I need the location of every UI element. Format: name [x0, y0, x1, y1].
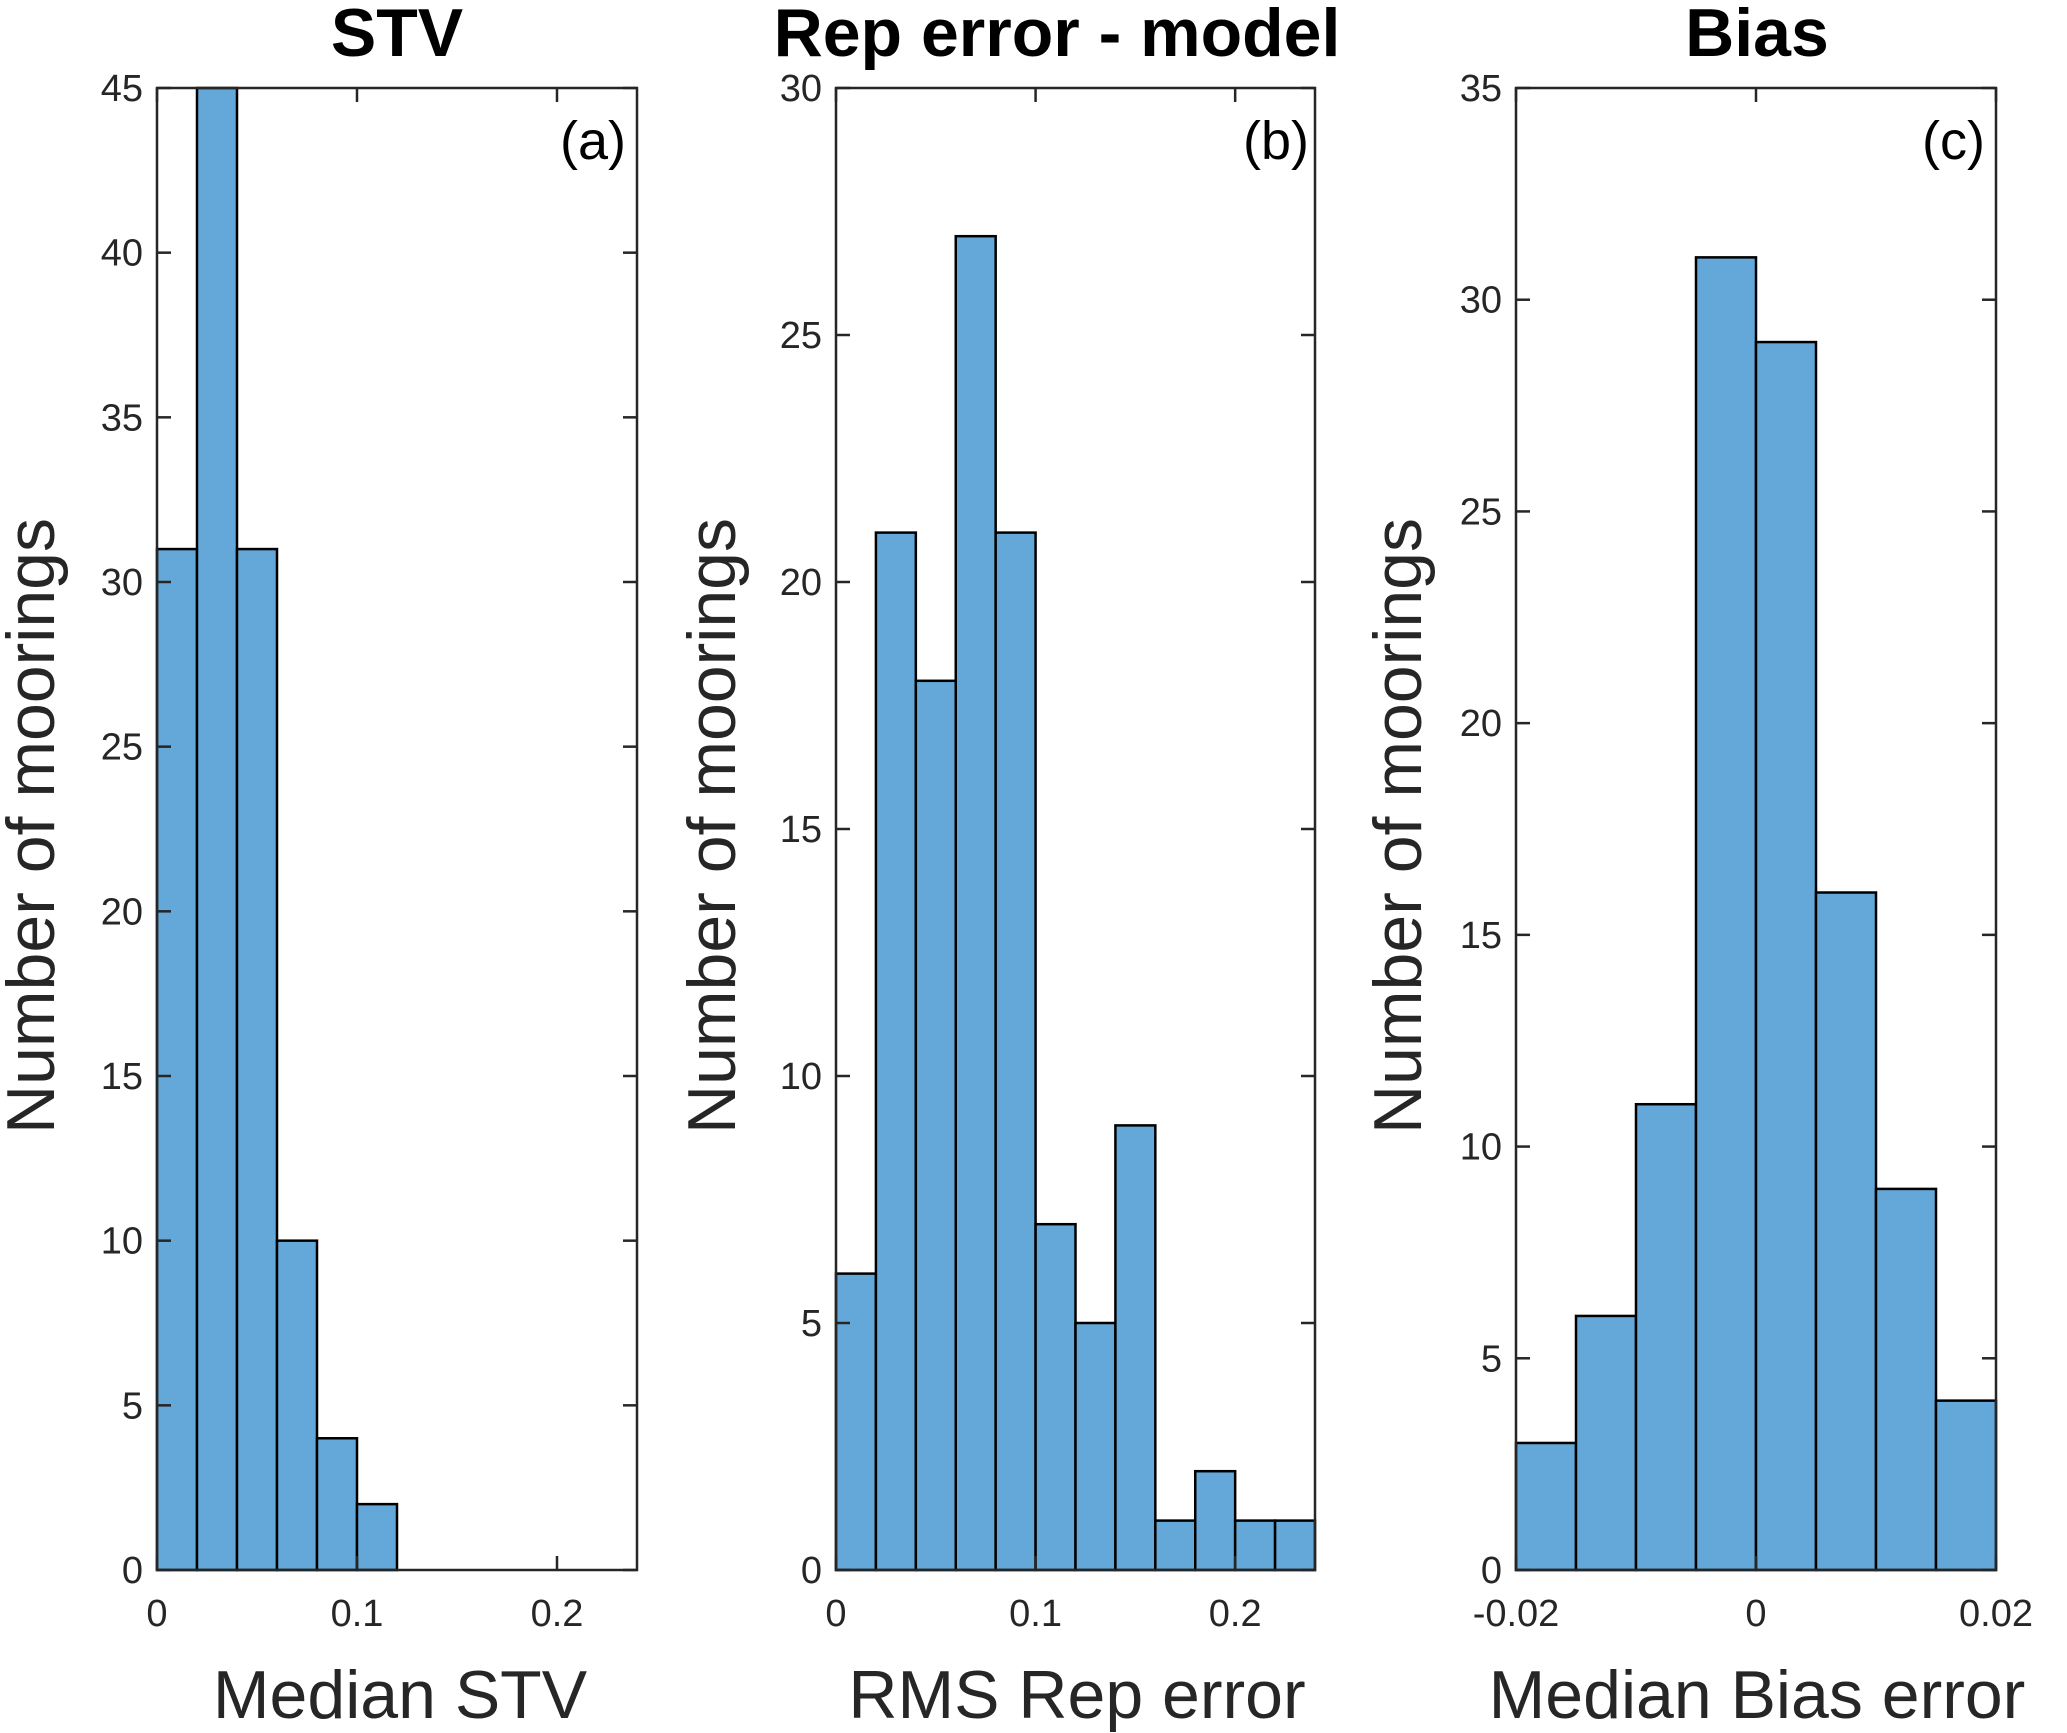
panel-a-ticks: 0 5 10 15 20 25 30 35 40 45 0 0.1 0.2: [101, 68, 637, 1635]
panel-b-bar-10: [1233, 1519, 1277, 1572]
panel-b-bar-4: [994, 531, 1037, 1572]
panel-c-bars: [1514, 256, 1998, 1572]
panel-a-bar-5: [355, 1502, 399, 1572]
panel-c-axes-box: [1514, 86, 1998, 1572]
panel-c-bar-6: [1874, 1187, 1938, 1572]
panel-a-axes-box: [155, 86, 639, 1572]
panel-b-xlabel: RMS Rep error: [848, 1657, 1305, 1733]
panel-b-ytick-label-6: 30: [780, 68, 822, 110]
panel-a-ytick-label-8: 40: [101, 233, 143, 275]
panel-c-xlabel: Median Bias error: [1489, 1657, 2026, 1733]
panel-b-bar-9: [1194, 1469, 1237, 1572]
panel-a-ytick-label-3: 15: [101, 1056, 143, 1098]
panel-b: Rep error - model Number of moorings RMS…: [674, 0, 1340, 1733]
panel-a-bar-0: [155, 547, 199, 1572]
panel-c-ylabel: Number of moorings: [1360, 518, 1436, 1134]
panel-c-bar-7: [1934, 1399, 1998, 1572]
panel-b-ytick-label-1: 5: [801, 1303, 822, 1345]
panel-c: Bias Number of moorings Median Bias erro…: [1360, 0, 2033, 1733]
panel-b-ytick-label-0: 0: [801, 1550, 822, 1592]
panel-c-ytick-label-5: 25: [1460, 491, 1502, 533]
panel-c-bar-4: [1754, 340, 1818, 1572]
panel-a-ytick-label-1: 5: [122, 1385, 143, 1427]
panel-b-bar-0: [834, 1272, 878, 1572]
panel-c-ytick-label-1: 5: [1481, 1338, 1502, 1380]
panel-c-ytick-label-0: 0: [1481, 1550, 1502, 1592]
panel-b-bar-2: [914, 679, 957, 1572]
panel-b-bar-3: [954, 234, 997, 1572]
panel-c-ytick-label-3: 15: [1460, 915, 1502, 957]
panel-b-xtick-label-0: 0: [825, 1593, 846, 1635]
panel-a-bar-3: [275, 1239, 319, 1572]
panel-b-label: (b): [1243, 111, 1309, 171]
panel-a-bar-1: [195, 86, 239, 1572]
panel-a-ytick-label-2: 10: [101, 1221, 143, 1263]
panel-a-ylabel: Number of moorings: [0, 518, 69, 1134]
panel-c-ytick-label-4: 20: [1460, 703, 1502, 745]
panel-a: STV Number of moorings Median STV (a) 0 5…: [0, 0, 639, 1733]
panel-c-xtick-label-2: 0.02: [1959, 1593, 2033, 1635]
panel-b-bar-8: [1154, 1519, 1197, 1572]
panel-b-bar-6: [1074, 1321, 1117, 1572]
panel-a-ytick-label-7: 35: [101, 397, 143, 439]
panel-a-ytick-label-5: 25: [101, 727, 143, 769]
panel-b-ytick-label-2: 10: [780, 1056, 822, 1098]
panel-b-bar-7: [1114, 1124, 1157, 1572]
panel-a-title: STV: [331, 0, 463, 71]
panel-b-bar-5: [1034, 1222, 1077, 1572]
panel-b-xtick-label-1: 0.1: [1009, 1593, 1062, 1635]
panel-b-ylabel: Number of moorings: [674, 518, 750, 1134]
panel-b-bar-11: [1273, 1519, 1317, 1572]
panel-c-ytick-label-6: 30: [1460, 280, 1502, 322]
panel-a-ytick-label-4: 20: [101, 891, 143, 933]
panel-c-title: Bias: [1685, 0, 1829, 71]
panel-b-axes-box: [834, 86, 1317, 1572]
panel-a-ytick-label-0: 0: [122, 1550, 143, 1592]
panel-c-xtick-label-1: 0: [1745, 1593, 1766, 1635]
panel-a-xlabel: Median STV: [213, 1657, 588, 1733]
panel-b-ytick-label-4: 20: [780, 562, 822, 604]
panel-c-bar-1: [1574, 1314, 1638, 1572]
panel-b-ytick-label-3: 15: [780, 809, 822, 851]
panel-a-xtick-label-1: 0.1: [331, 1593, 384, 1635]
panel-c-bar-3: [1694, 256, 1758, 1572]
panel-c-bar-0: [1514, 1441, 1578, 1572]
panel-a-bar-2: [235, 547, 279, 1572]
panel-a-label: (a): [560, 111, 626, 171]
panel-a-xtick-label-2: 0.2: [531, 1593, 584, 1635]
panel-b-ytick-label-5: 25: [780, 315, 822, 357]
panel-a-ytick-label-6: 30: [101, 562, 143, 604]
panel-c-ytick-label-2: 10: [1460, 1127, 1502, 1169]
panel-a-ytick-label-9: 45: [101, 68, 143, 110]
panel-b-title: Rep error - model: [774, 0, 1341, 71]
panel-c-bar-2: [1634, 1102, 1698, 1572]
panel-a-xtick-label-0: 0: [146, 1593, 167, 1635]
panel-c-bar-5: [1814, 891, 1878, 1572]
panel-b-bar-1: [874, 531, 918, 1572]
panel-b-bars: [834, 234, 1317, 1572]
panel-c-ytick-label-7: 35: [1460, 68, 1502, 110]
panel-a-bars: [155, 86, 399, 1572]
panel-b-ticks: 0 5 10 15 20 25 30 0 0.1 0.2: [780, 68, 1315, 1635]
panel-a-bar-4: [315, 1437, 359, 1572]
panel-c-label: (c): [1922, 111, 1985, 171]
panel-c-xtick-label-0: -0.02: [1473, 1593, 1560, 1635]
panel-b-xtick-label-2: 0.2: [1209, 1593, 1262, 1635]
